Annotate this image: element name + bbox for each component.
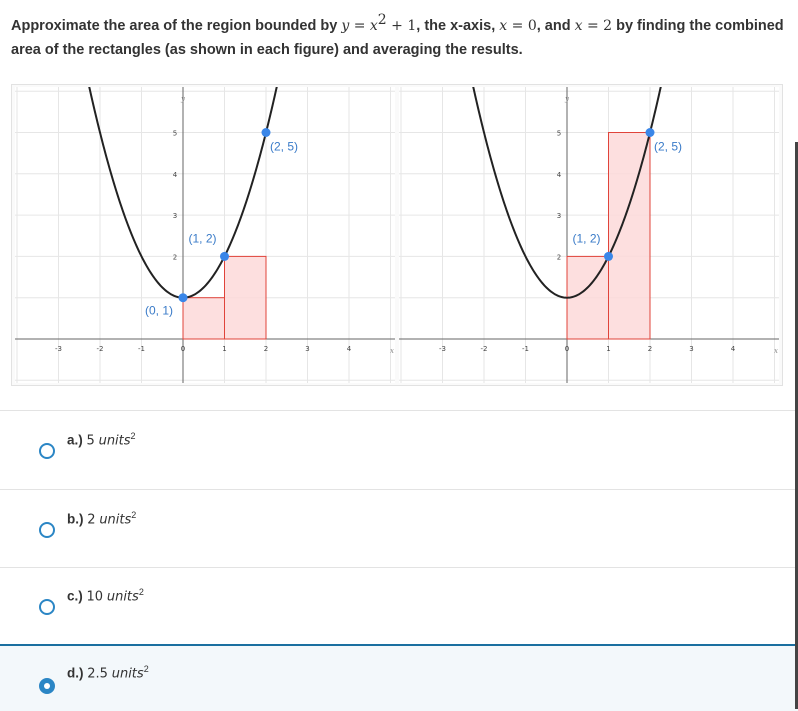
y-tick-label: 4	[173, 171, 178, 179]
x-tick-label: 2	[264, 345, 268, 353]
radio-c[interactable]	[39, 599, 55, 615]
riemann-rectangle	[182, 297, 225, 340]
y-tick-label: 2	[557, 253, 561, 261]
x-tick-label: -3	[439, 345, 446, 353]
option-a-exp: 2	[130, 431, 136, 441]
x-tick-label: 2	[648, 345, 652, 353]
eq-plus-one: + 1	[386, 18, 417, 34]
option-d-value: 2.5	[87, 666, 108, 682]
option-d-letter: d.)	[67, 665, 84, 681]
y-tick-label: 5	[557, 130, 561, 138]
graph-right-svg: -3 -2 -1 0 1 2 3 4 2 3 4 5 x y (1, 2) (2, 5)	[399, 87, 779, 383]
option-b-letter: b.)	[67, 511, 84, 527]
x-tick-label: -1	[138, 345, 145, 353]
x-tick-label: 1	[222, 345, 226, 353]
option-b-exp: 2	[131, 510, 137, 520]
options-divider-top	[0, 410, 798, 411]
x-tick-label: 0	[181, 345, 185, 353]
x-tick-label: -1	[522, 345, 529, 353]
question-suffix: by finding the combined area of the rect…	[11, 18, 784, 58]
radio-a[interactable]	[39, 443, 55, 459]
x0-val: = 0	[507, 18, 537, 34]
x2-val: = 2	[582, 18, 613, 34]
eq-exponent: 2	[377, 12, 387, 29]
y-tick-label: 4	[557, 171, 562, 179]
option-a-letter: a.)	[67, 432, 83, 448]
options-divider-1	[0, 489, 798, 490]
options-divider-2	[0, 567, 798, 568]
option-d[interactable]: d.) 2.5 units2	[0, 644, 798, 711]
option-b-value: 2	[87, 512, 96, 528]
graph-right-endpoint: -3 -2 -1 0 1 2 3 4 2 3 4 5 x y (1, 2) (2, 5)	[399, 87, 779, 383]
y-tick-label: 3	[173, 212, 177, 220]
x-tick-label: 0	[565, 345, 569, 353]
radio-d[interactable]	[39, 678, 55, 694]
point-label: (2, 5)	[270, 140, 298, 154]
option-d-text: d.) 2.5 units2	[67, 664, 149, 682]
option-c-value: 10	[86, 589, 104, 605]
question-text: Approximate the area of the region bound…	[11, 12, 791, 62]
x-axis-label: x	[390, 347, 394, 355]
y-axis-label: y	[564, 95, 570, 103]
y-axis-label: y	[180, 95, 186, 103]
option-c-exp: 2	[138, 587, 144, 597]
question-mid1: , the x-axis,	[416, 18, 500, 34]
option-b-unit: units	[99, 512, 132, 528]
riemann-rectangle	[224, 255, 267, 340]
curve-point	[178, 293, 188, 303]
y-tick-label: 5	[173, 130, 177, 138]
option-b[interactable]: b.) 2 units2	[0, 490, 798, 566]
question-prefix: Approximate the area of the region bound…	[11, 18, 342, 34]
x-tick-label: 1	[606, 345, 610, 353]
option-d-unit: units	[111, 666, 144, 682]
option-a-text: a.) 5 units2	[67, 431, 136, 449]
point-label: (0, 1)	[145, 304, 173, 318]
x0-var: x	[499, 18, 508, 34]
option-a-unit: units	[98, 433, 131, 449]
option-c-unit: units	[106, 589, 139, 605]
eq-y: y	[341, 18, 350, 34]
riemann-rectangle	[608, 132, 651, 340]
question-mid2: , and	[536, 18, 575, 34]
x-axis-label: x	[774, 347, 778, 355]
curve-point	[220, 251, 229, 261]
eq-x: x	[369, 18, 378, 34]
x-tick-label: 4	[347, 345, 352, 353]
figures-panel: -3 -2 -1 0 1 2 3 4 2 3 4 5 x y (0, 1) (1, 2) (2, 5) -3 -2…	[11, 84, 783, 386]
option-a-value: 5	[86, 433, 95, 449]
point-label: (1, 2)	[573, 231, 601, 245]
x-tick-label: -3	[55, 345, 62, 353]
option-d-exp: 2	[143, 664, 149, 674]
option-c[interactable]: c.) 10 units2	[0, 568, 798, 644]
curve-point	[261, 128, 271, 137]
curve-point	[604, 251, 613, 261]
point-label: (1, 2)	[189, 231, 217, 245]
point-label: (2, 5)	[654, 140, 682, 154]
option-b-text: b.) 2 units2	[67, 510, 136, 528]
graph-left-endpoint: -3 -2 -1 0 1 2 3 4 2 3 4 5 x y (0, 1) (1, 2) (2, 5)	[15, 87, 395, 383]
y-tick-label: 2	[173, 253, 177, 261]
parabola-curve	[472, 87, 662, 299]
option-c-letter: c.)	[67, 588, 83, 604]
graph-left-svg: -3 -2 -1 0 1 2 3 4 2 3 4 5 x y (0, 1) (1, 2) (2, 5)	[15, 87, 395, 383]
x-tick-label: 3	[305, 345, 309, 353]
option-c-text: c.) 10 units2	[67, 587, 144, 605]
x-tick-label: -2	[481, 345, 488, 353]
scrollbar[interactable]	[795, 142, 798, 709]
x2-var: x	[574, 18, 583, 34]
eq-equals: =	[349, 18, 370, 34]
x-tick-label: -2	[97, 345, 104, 353]
radio-b[interactable]	[39, 522, 55, 538]
y-tick-label: 3	[557, 212, 561, 220]
x-tick-label: 4	[731, 345, 736, 353]
curve-point	[645, 128, 655, 137]
option-a[interactable]: a.) 5 units2	[0, 411, 798, 487]
x-tick-label: 3	[689, 345, 693, 353]
